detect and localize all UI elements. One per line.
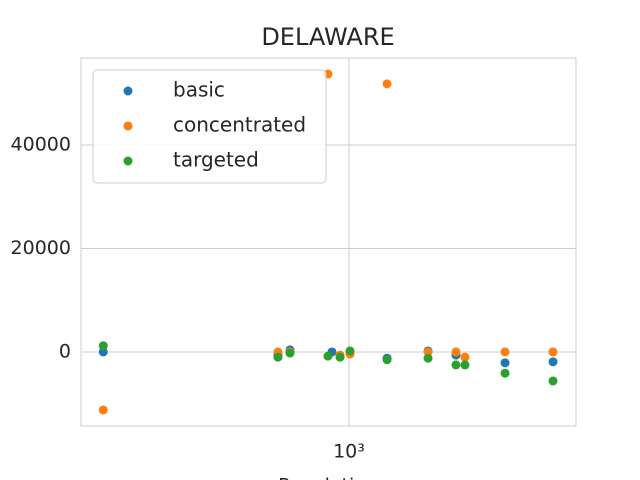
point bbox=[500, 358, 510, 368]
legend-marker bbox=[123, 121, 133, 131]
point bbox=[273, 352, 283, 362]
y-tick-label: 40000 bbox=[11, 133, 71, 155]
point bbox=[98, 405, 108, 415]
point bbox=[548, 347, 558, 357]
legend-label: basic bbox=[173, 78, 225, 102]
point bbox=[423, 347, 433, 357]
legend-box bbox=[92, 69, 327, 184]
legend-marker bbox=[123, 86, 133, 96]
point bbox=[423, 353, 433, 363]
point bbox=[460, 352, 470, 362]
y-tick-label: 0 bbox=[59, 340, 71, 362]
point bbox=[335, 352, 345, 362]
point bbox=[548, 376, 558, 386]
point bbox=[548, 357, 558, 367]
point bbox=[451, 360, 461, 370]
plot-frame bbox=[80, 57, 577, 427]
point bbox=[382, 355, 392, 365]
point bbox=[500, 368, 510, 378]
point bbox=[98, 341, 108, 351]
legend-label: targeted bbox=[173, 148, 259, 172]
point bbox=[451, 347, 461, 357]
point bbox=[382, 79, 392, 89]
point bbox=[323, 351, 333, 361]
x-tick-label: 10³ bbox=[333, 441, 365, 463]
point bbox=[285, 348, 295, 358]
legend-marker bbox=[123, 156, 133, 166]
point bbox=[460, 360, 470, 370]
legend-label: concentrated bbox=[173, 113, 306, 137]
x-axis-label: Population bbox=[278, 475, 378, 480]
point bbox=[500, 347, 510, 357]
point bbox=[345, 346, 355, 356]
y-tick-label: 20000 bbox=[11, 237, 71, 259]
chart-title: DELAWARE bbox=[261, 23, 394, 51]
point bbox=[98, 347, 108, 357]
